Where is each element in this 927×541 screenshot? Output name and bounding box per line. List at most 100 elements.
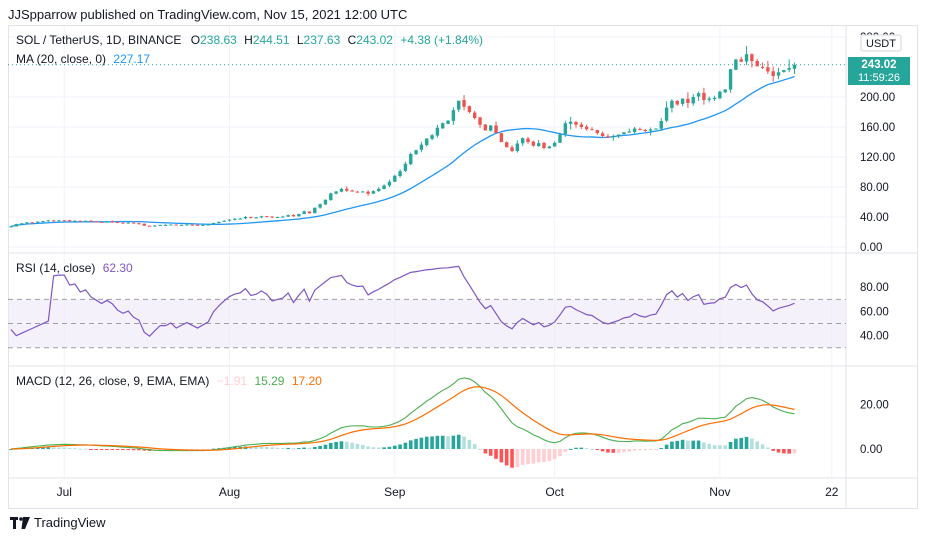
candle-body bbox=[265, 216, 269, 218]
macd-histogram-bar bbox=[51, 447, 56, 449]
candle bbox=[83, 220, 88, 222]
macd-line bbox=[10, 377, 795, 452]
macd-histogram-bar bbox=[366, 446, 370, 449]
macd-histogram-bar bbox=[456, 434, 461, 449]
candle-body bbox=[275, 217, 280, 218]
macd-histogram-bar bbox=[313, 446, 317, 449]
macd-histogram-bar bbox=[334, 441, 338, 449]
candle-body bbox=[531, 141, 536, 146]
candle-body bbox=[318, 204, 322, 208]
candle-body bbox=[387, 181, 392, 186]
candle bbox=[297, 213, 301, 217]
candle-body bbox=[307, 211, 312, 214]
legend-open-label: O bbox=[191, 33, 200, 47]
macd-histogram-bar bbox=[430, 436, 434, 449]
macd-histogram-bar bbox=[520, 449, 525, 466]
candle-body bbox=[457, 100, 461, 110]
candle bbox=[616, 134, 621, 139]
time-tick-label: Nov bbox=[709, 485, 730, 499]
candle-body bbox=[441, 123, 445, 129]
candle-body bbox=[254, 217, 258, 219]
macd-histogram-bar bbox=[233, 446, 237, 449]
candle-body bbox=[782, 70, 786, 72]
candle-body bbox=[584, 126, 589, 130]
legend-close-label: C bbox=[348, 33, 357, 47]
rsi-line-layer bbox=[10, 265, 795, 337]
candle-body bbox=[201, 224, 205, 226]
last-price-value: 243.02 bbox=[861, 59, 896, 71]
macd-histogram-bar bbox=[9, 449, 13, 450]
candle bbox=[451, 107, 456, 125]
candle bbox=[318, 203, 322, 209]
legend-rsi-value: 62.30 bbox=[103, 261, 133, 275]
macd-histogram-bar bbox=[542, 449, 546, 463]
candle bbox=[792, 62, 797, 74]
legend-high-label: H bbox=[244, 33, 253, 47]
macd-histogram-bar bbox=[648, 449, 653, 450]
rsi-tick-label: 60.00 bbox=[860, 306, 889, 318]
macd-histogram-bar bbox=[483, 449, 488, 454]
candle-body bbox=[366, 191, 370, 194]
price-tick-label: 160.00 bbox=[860, 122, 895, 134]
candle-body bbox=[142, 223, 146, 226]
candle-body bbox=[504, 142, 509, 148]
candle bbox=[190, 224, 194, 226]
candle-body bbox=[675, 100, 679, 105]
macd-histogram-bar bbox=[595, 449, 600, 450]
macd-histogram-bar bbox=[270, 447, 274, 449]
candle bbox=[403, 161, 408, 173]
candle bbox=[30, 222, 35, 224]
candle-body bbox=[494, 125, 498, 133]
candle bbox=[600, 131, 605, 138]
candle bbox=[782, 69, 786, 73]
candle-body bbox=[217, 221, 221, 223]
candle-body bbox=[542, 142, 546, 148]
macd-histogram-bar bbox=[526, 449, 530, 465]
legend-low-value: 237.63 bbox=[304, 33, 341, 47]
candle bbox=[691, 94, 695, 106]
macd-histogram-bar bbox=[712, 445, 717, 449]
candle bbox=[126, 222, 130, 224]
time-tick-label: Sep bbox=[384, 485, 406, 499]
candle bbox=[57, 220, 61, 222]
candle-body bbox=[547, 146, 552, 149]
macd-histogram-bar bbox=[680, 439, 685, 449]
candle bbox=[446, 120, 450, 125]
candle-body bbox=[329, 193, 333, 200]
candle bbox=[185, 224, 189, 226]
candle bbox=[169, 224, 173, 226]
price-tick-label: 40.00 bbox=[860, 212, 889, 224]
candle-body bbox=[233, 218, 237, 220]
candle bbox=[361, 191, 365, 193]
candle bbox=[19, 223, 24, 225]
macd-histogram-layer bbox=[9, 434, 797, 468]
candle-body bbox=[579, 124, 584, 127]
macd-lines-layer bbox=[10, 377, 795, 452]
chart-area[interactable]: 0.0040.0080.00120.00160.00200.00280.0040… bbox=[8, 25, 918, 509]
currency-label: USDT bbox=[866, 38, 896, 50]
candle bbox=[339, 187, 344, 193]
candle bbox=[531, 140, 536, 147]
candle bbox=[366, 190, 370, 196]
signal-line bbox=[10, 386, 795, 451]
macd-histogram-bar bbox=[110, 449, 115, 450]
macd-histogram-bar bbox=[568, 448, 573, 450]
candle-body bbox=[121, 222, 125, 224]
candle bbox=[94, 220, 98, 223]
candle bbox=[510, 145, 514, 153]
macd-histogram-bar bbox=[499, 449, 504, 463]
candle bbox=[14, 223, 19, 227]
candle-body bbox=[595, 130, 599, 133]
candle-body bbox=[147, 225, 152, 227]
candle-body bbox=[659, 121, 663, 129]
currency-badge[interactable]: USDT bbox=[860, 34, 902, 52]
candles-layer[interactable] bbox=[9, 46, 797, 228]
time-tick-label: Jul bbox=[57, 485, 72, 499]
candle-body bbox=[83, 220, 88, 222]
candle bbox=[9, 226, 13, 228]
candle bbox=[382, 184, 386, 190]
candle-body bbox=[648, 129, 653, 131]
macd-histogram-bar bbox=[227, 447, 232, 449]
candle bbox=[670, 99, 674, 113]
legend-rsi-label: RSI (14, close) bbox=[16, 261, 95, 275]
